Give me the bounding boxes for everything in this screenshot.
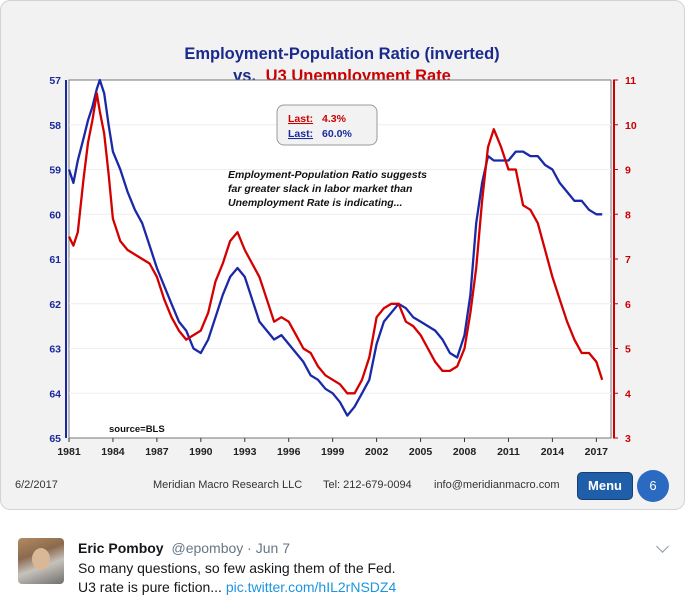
x-tick-label: 2008 bbox=[453, 446, 477, 458]
left-tick-label: 64 bbox=[49, 388, 61, 400]
menu-button[interactable]: Menu bbox=[577, 472, 633, 500]
chart-annotation: Employment-Population Ratio suggests far… bbox=[228, 169, 427, 209]
left-tick-label: 57 bbox=[49, 75, 61, 87]
left-tick-label: 63 bbox=[49, 344, 61, 356]
annotation-line: Employment-Population Ratio suggests bbox=[228, 169, 427, 181]
tweet-link[interactable]: pic.twitter.com/hIL2rNSDZ4 bbox=[225, 579, 397, 595]
footer-company: Meridian Macro Research LLC bbox=[153, 479, 303, 491]
footer-tel: Tel: 212-679-0094 bbox=[323, 479, 412, 491]
gridlines bbox=[69, 124, 611, 394]
x-axis: 1981 1984 1987 1990 1993 1996 1999 2002 2005 2008… bbox=[57, 438, 608, 458]
left-tick-label: 60 bbox=[49, 209, 61, 221]
last-u3-value: 4.3% bbox=[322, 113, 347, 125]
last-epop-value: 60.0% bbox=[322, 128, 352, 140]
right-tick-label: 4 bbox=[625, 388, 631, 400]
last-epop-label: Last: bbox=[288, 128, 313, 140]
avatar[interactable] bbox=[18, 538, 64, 584]
x-tick-label: 2011 bbox=[497, 446, 520, 458]
chart: Employment-Population Ratio (inverted) v… bbox=[49, 45, 637, 458]
x-tick-label: 1990 bbox=[189, 446, 213, 458]
x-tick-label: 1987 bbox=[145, 446, 169, 458]
x-tick-label: 2017 bbox=[585, 446, 609, 458]
x-tick-label: 2014 bbox=[541, 446, 565, 458]
chart-card: Employment-Population Ratio (inverted) v… bbox=[0, 0, 685, 510]
right-tick-label: 6 bbox=[625, 299, 631, 311]
right-tick-label: 5 bbox=[625, 344, 631, 356]
left-tick-label: 58 bbox=[49, 120, 61, 132]
tweet-author-name[interactable]: Eric Pomboy bbox=[78, 540, 164, 556]
page-number-badge: 6 bbox=[637, 470, 669, 502]
left-tick-label: 65 bbox=[49, 433, 61, 445]
slide-footer: 6/2/2017 Meridian Macro Research LLC Tel… bbox=[1, 470, 684, 502]
annotation-line: Unemployment Rate is indicating... bbox=[228, 197, 403, 209]
series-lines bbox=[67, 78, 604, 417]
source-label: source=BLS bbox=[109, 424, 165, 435]
tweet-line-text: U3 rate is pure fiction... bbox=[78, 579, 222, 595]
x-tick-label: 2002 bbox=[365, 446, 389, 458]
right-tick-label: 10 bbox=[625, 120, 637, 132]
x-tick-label: 1993 bbox=[233, 446, 257, 458]
x-tick-label: 1996 bbox=[277, 446, 301, 458]
tweet-handle-date[interactable]: @epomboy · Jun 7 bbox=[171, 540, 290, 556]
svg-text:Last: 60.0%: Last: 60.0% bbox=[288, 128, 352, 140]
annotation-line: far greater slack in labor market than bbox=[228, 183, 412, 195]
svg-text:Last: 4.3%: Last: 4.3% bbox=[288, 113, 347, 125]
x-tick-label: 1999 bbox=[321, 446, 345, 458]
right-tick-label: 8 bbox=[625, 209, 631, 221]
chart-title: Employment-Population Ratio (inverted) bbox=[184, 45, 499, 63]
tweet: Eric Pomboy @epomboy · Jun 7 So many que… bbox=[0, 528, 685, 597]
right-tick-label: 9 bbox=[625, 165, 631, 177]
right-tick-label: 3 bbox=[625, 433, 631, 445]
left-tick-label: 62 bbox=[49, 299, 61, 311]
u3-series-line bbox=[67, 92, 604, 395]
tweet-line: So many questions, so few asking them of… bbox=[78, 560, 396, 576]
x-tick-label: 2005 bbox=[409, 446, 433, 458]
last-u3-label: Last: bbox=[288, 113, 313, 125]
chevron-down-icon[interactable] bbox=[656, 540, 669, 553]
last-value-box: Last: 4.3% Last: 60.0% bbox=[276, 104, 378, 146]
x-tick-label: 1981 bbox=[57, 446, 81, 458]
footer-email: info@meridianmacro.com bbox=[434, 479, 560, 491]
right-tick-label: 11 bbox=[625, 75, 636, 87]
tweet-text: So many questions, so few asking them of… bbox=[78, 559, 396, 597]
left-axis: 57 58 59 60 61 62 63 64 65 bbox=[49, 75, 67, 445]
right-axis: 11 10 9 8 7 6 5 4 3 bbox=[613, 75, 637, 445]
right-tick-label: 7 bbox=[625, 254, 631, 266]
epop-series-line bbox=[67, 78, 603, 417]
tweet-line: U3 rate is pure fiction... pic.twitter.c… bbox=[78, 578, 396, 597]
left-tick-label: 61 bbox=[49, 254, 61, 266]
left-tick-label: 59 bbox=[49, 165, 61, 177]
footer-date: 6/2/2017 bbox=[15, 479, 58, 491]
x-tick-label: 1984 bbox=[101, 446, 125, 458]
tweet-header: Eric Pomboy @epomboy · Jun 7 bbox=[78, 540, 290, 556]
